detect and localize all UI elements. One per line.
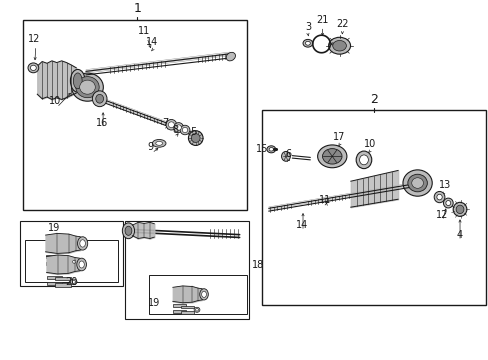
Bar [125,221,249,319]
Ellipse shape [165,120,176,130]
Bar [149,275,246,314]
Bar [46,275,62,279]
Ellipse shape [191,134,200,143]
Ellipse shape [317,145,346,168]
Ellipse shape [226,52,235,61]
Ellipse shape [125,226,132,235]
Ellipse shape [445,201,450,206]
Ellipse shape [194,307,200,312]
Ellipse shape [281,152,290,161]
Ellipse shape [152,139,165,147]
Text: 21: 21 [316,15,328,25]
Ellipse shape [407,174,427,192]
Bar [25,240,118,282]
Text: 6: 6 [285,149,291,159]
Ellipse shape [73,73,82,89]
Ellipse shape [188,131,203,145]
Text: 11: 11 [318,195,330,206]
Ellipse shape [92,91,107,107]
Text: 13: 13 [438,180,450,190]
Text: 19: 19 [48,223,61,233]
Ellipse shape [168,122,174,128]
Ellipse shape [80,240,85,247]
Ellipse shape [452,202,466,216]
Ellipse shape [176,125,181,130]
Text: 7: 7 [162,118,168,127]
Ellipse shape [268,148,273,151]
Bar [55,257,71,260]
Ellipse shape [455,205,463,213]
Text: 22: 22 [335,19,347,29]
Text: 16: 16 [95,118,107,127]
Ellipse shape [402,170,431,196]
Text: 9: 9 [147,142,154,152]
Text: 14: 14 [145,37,158,48]
Text: 1: 1 [133,2,141,15]
Ellipse shape [76,77,99,98]
Ellipse shape [436,194,441,200]
Ellipse shape [332,40,346,51]
Ellipse shape [156,141,162,145]
Ellipse shape [79,261,84,268]
Text: 15: 15 [255,144,267,154]
Ellipse shape [72,73,103,101]
Ellipse shape [73,260,76,263]
Ellipse shape [355,151,371,168]
Text: 10: 10 [364,139,376,149]
Text: 14: 14 [295,220,307,230]
Ellipse shape [28,63,39,73]
Ellipse shape [80,80,95,94]
Ellipse shape [182,127,187,132]
Bar [22,21,246,210]
Ellipse shape [70,279,77,285]
Ellipse shape [359,155,367,165]
Text: 18: 18 [251,260,264,270]
Ellipse shape [322,149,341,164]
Bar [20,221,122,285]
Ellipse shape [78,237,87,250]
Bar [46,282,62,285]
Text: 12: 12 [28,34,40,44]
Text: 8: 8 [172,125,178,135]
Ellipse shape [266,146,275,153]
Ellipse shape [199,289,208,300]
Ellipse shape [201,291,206,297]
Text: 3: 3 [304,22,310,32]
Ellipse shape [411,178,423,188]
Ellipse shape [71,259,78,265]
Ellipse shape [77,258,86,271]
Bar [180,306,194,309]
Ellipse shape [433,192,444,203]
Bar [172,304,186,307]
Bar [55,264,71,267]
Ellipse shape [443,198,452,208]
Text: 11: 11 [138,26,150,36]
Ellipse shape [122,223,134,239]
Ellipse shape [70,69,85,92]
Text: 5: 5 [190,127,196,138]
Bar [45,262,61,265]
Ellipse shape [195,309,198,311]
Bar [55,277,71,280]
Bar [261,110,485,305]
Bar [45,255,61,258]
Ellipse shape [30,65,36,71]
Bar [180,311,194,314]
Text: 10: 10 [49,96,61,107]
Text: 20: 20 [65,277,78,287]
Ellipse shape [72,280,75,283]
Ellipse shape [328,37,350,54]
Text: 19: 19 [148,298,160,309]
Text: 2: 2 [369,94,377,107]
Ellipse shape [305,41,310,45]
Text: 17: 17 [333,132,345,142]
Text: 4: 4 [456,230,462,240]
Bar [55,283,71,287]
Ellipse shape [303,39,312,47]
Ellipse shape [173,123,183,132]
Ellipse shape [180,125,189,135]
Text: 12: 12 [435,210,447,220]
Bar [172,310,186,312]
Ellipse shape [96,94,103,103]
